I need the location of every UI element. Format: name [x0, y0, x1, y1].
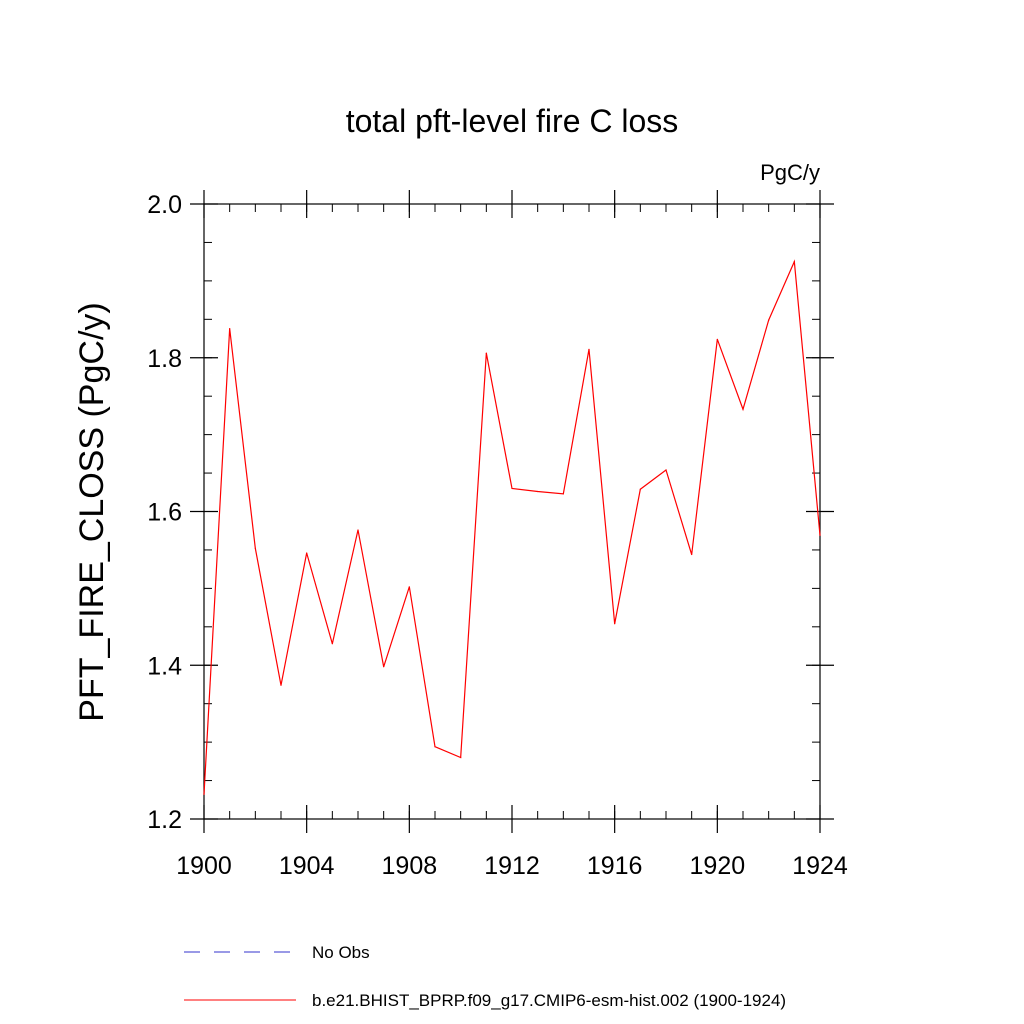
data-point: [229, 327, 231, 330]
data-point: [434, 746, 436, 748]
series-line-0: [203, 259, 821, 795]
data-point: [768, 319, 770, 321]
data-point: [742, 408, 744, 410]
y-tick-label: 1.2: [147, 806, 182, 834]
axis-ticks: [190, 190, 834, 833]
data-point: [357, 529, 359, 531]
data-point: [383, 666, 385, 668]
data-point: [691, 553, 693, 556]
tick-labels: 1.2 1.4 1.6 1.8 2.0 1900 1904 1908 1912 1916 1920 1…: [147, 191, 848, 880]
data-point: [203, 793, 205, 796]
x-tick-label: 1916: [587, 852, 643, 880]
y-tick-label: 1.4: [147, 652, 182, 680]
data-point: [460, 756, 462, 759]
data-point: [819, 534, 821, 536]
y-tick-label: 1.6: [147, 499, 182, 527]
x-tick-label: 1908: [382, 852, 438, 880]
x-tick-label: 1912: [484, 852, 540, 880]
data-point: [254, 547, 256, 550]
data-point: [306, 552, 308, 554]
y-tick-label: 2.0: [147, 191, 182, 219]
data-point: [665, 469, 667, 471]
data-point: [562, 493, 564, 495]
data-point: [793, 261, 795, 263]
x-tick-label: 1924: [792, 852, 848, 880]
data-point: [716, 338, 718, 340]
data-point: [614, 623, 616, 625]
x-tick-label: 1920: [690, 852, 746, 880]
y-axis-title: PFT_FIRE_CLOSS (PgC/y): [73, 302, 111, 721]
x-tick-label: 1904: [279, 852, 335, 880]
y-tick-label: 1.8: [147, 345, 182, 373]
units-label: PgC/y: [760, 160, 820, 185]
chart-title: total pft-level fire C loss: [346, 103, 679, 139]
data-point: [331, 643, 333, 645]
data-point: [280, 684, 282, 686]
x-tick-label: 1900: [176, 852, 232, 880]
data-point: [511, 487, 513, 490]
data-point: [537, 490, 539, 493]
data-point: [639, 488, 641, 490]
data-point: [588, 348, 590, 350]
legend-label-0: No Obs: [312, 943, 370, 962]
legend: No Obs b.e21.BHIST_BPRP.f09_g17.CMIP6-esm…: [184, 943, 786, 1010]
data-point: [408, 586, 410, 588]
series-layer: [203, 259, 821, 796]
plot-frame: [203, 203, 821, 820]
data-point: [485, 352, 487, 354]
legend-label-1: b.e21.BHIST_BPRP.f09_g17.CMIP6-esm-hist.…: [312, 991, 786, 1010]
